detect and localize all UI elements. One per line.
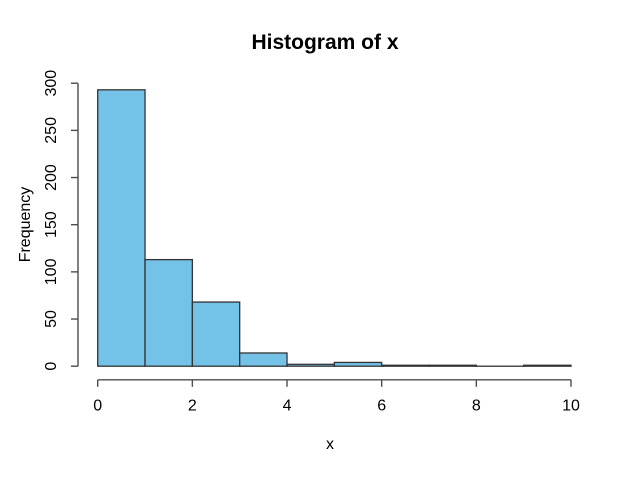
histogram-bar bbox=[523, 364, 572, 367]
y-tick-label: 0 bbox=[43, 362, 60, 371]
y-tick-label: 50 bbox=[43, 310, 60, 328]
x-axis-label: x bbox=[326, 436, 334, 453]
chart-title: Histogram of x bbox=[251, 31, 398, 54]
x-tick-label: 8 bbox=[472, 398, 481, 415]
histogram-bar bbox=[191, 301, 241, 367]
histogram-bar bbox=[381, 364, 430, 367]
y-tick-label: 300 bbox=[43, 70, 60, 97]
histogram-bar bbox=[97, 89, 146, 367]
y-tick-label: 200 bbox=[43, 164, 60, 191]
y-tick-label: 100 bbox=[43, 258, 60, 285]
y-axis-label: Frequency bbox=[17, 187, 34, 263]
histogram-bar bbox=[239, 352, 288, 367]
x-tick-label: 0 bbox=[93, 398, 102, 415]
x-tick-label: 6 bbox=[377, 398, 386, 415]
x-tick-label: 4 bbox=[283, 398, 292, 415]
x-tick-label: 2 bbox=[188, 398, 197, 415]
histogram-bar bbox=[144, 258, 194, 367]
y-tick-label: 250 bbox=[43, 117, 60, 144]
histogram-bar bbox=[286, 363, 335, 367]
histogram-bar bbox=[428, 364, 477, 367]
x-tick-label: 10 bbox=[562, 398, 580, 415]
histogram-bar bbox=[333, 361, 383, 367]
y-tick-label: 150 bbox=[43, 211, 60, 238]
